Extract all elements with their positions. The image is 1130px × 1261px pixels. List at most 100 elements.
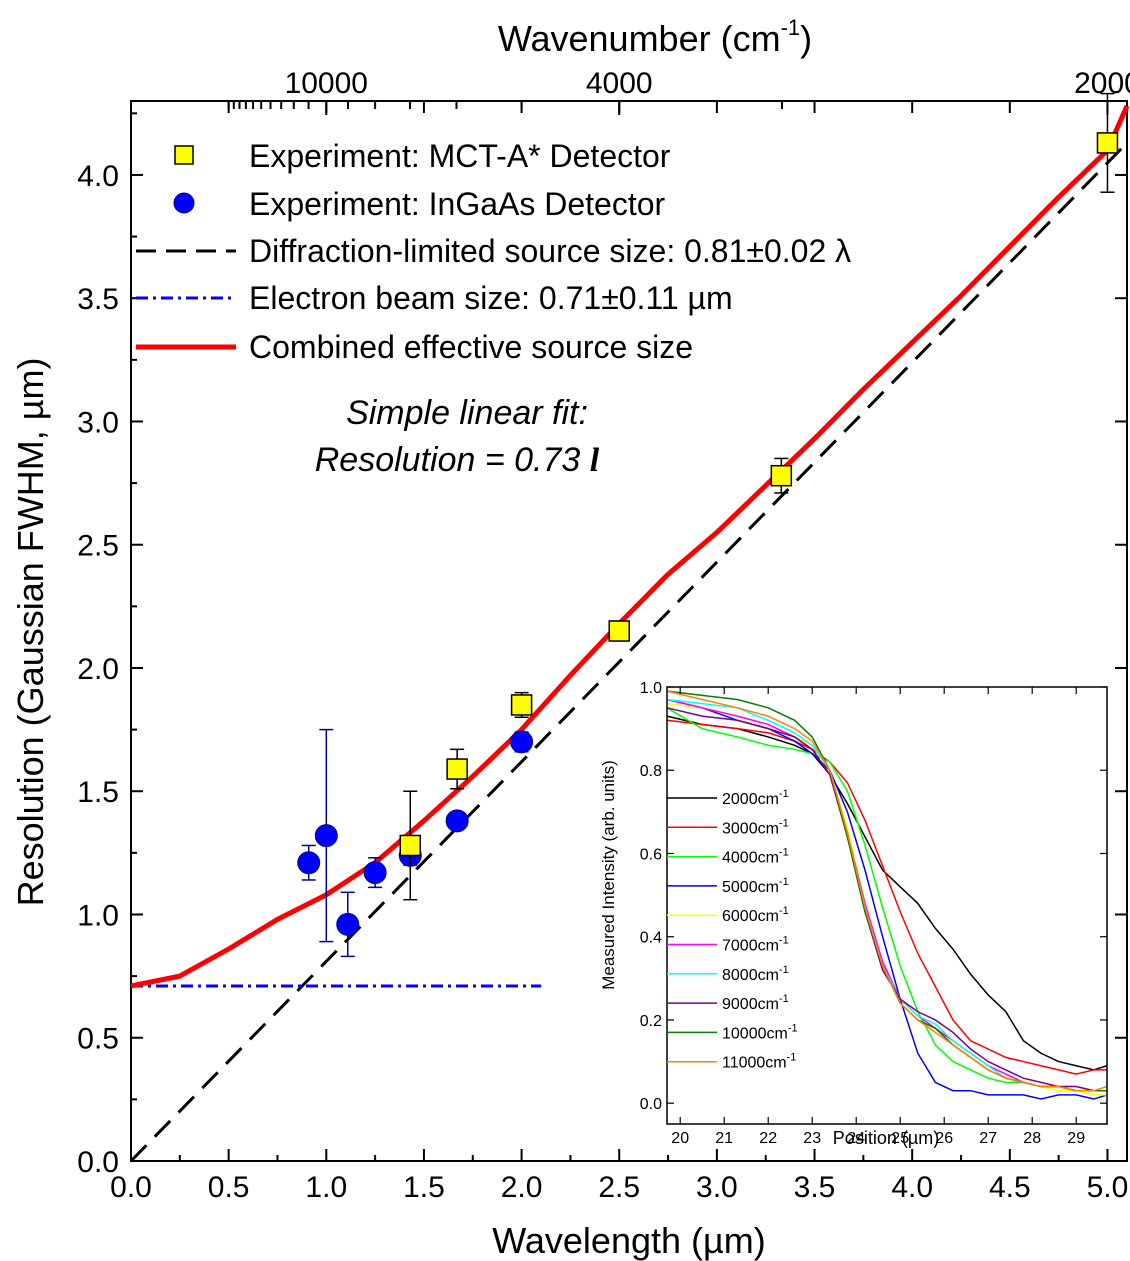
inset-axes-ticks: 20 21 22 23 24 25 26 27 28 29 0.0 0.2 0.4 0.6 0.8 1.0 xyxy=(640,680,1107,1147)
annotation-formula: Resolution = 0.73 xyxy=(315,441,590,479)
inset-x-tick-label: 24 xyxy=(847,1130,865,1147)
x-tick-label: 5.0 xyxy=(1087,1171,1129,1204)
annotation-line-2: Resolution = 0.73 l xyxy=(315,441,600,479)
y-tick-label: 4.0 xyxy=(77,160,119,193)
mct-data-point xyxy=(770,464,793,487)
inset-x-axis-label: Position (µm) xyxy=(833,1128,939,1148)
inset-y-tick-label: 0.4 xyxy=(640,930,662,947)
x-tick-label: 4.5 xyxy=(989,1171,1031,1204)
inset-y-tick-label: 0.6 xyxy=(640,846,662,863)
inset-x-tick-label: 22 xyxy=(759,1130,777,1147)
inset-series-5000 xyxy=(666,698,1108,1100)
top-axis-label: Wavenumber (cm-1) xyxy=(498,15,812,59)
inset-legend-sup: -1 xyxy=(779,964,789,976)
annotation-line-1: Simple linear fit: xyxy=(346,394,588,432)
legend-label-mct: Experiment: MCT-A* Detector xyxy=(249,138,671,174)
inset-legend-sup: -1 xyxy=(779,788,789,800)
inset-frame xyxy=(666,686,1108,1125)
inset-background xyxy=(667,687,1107,1124)
inset-x-tick-label: 26 xyxy=(935,1130,953,1147)
x-tick-label: 3.0 xyxy=(696,1171,738,1204)
inset-legend-sup: -1 xyxy=(779,993,789,1005)
mct-data-point xyxy=(1096,132,1119,154)
x-tick-label: 2.5 xyxy=(598,1171,640,1204)
inset-legend-label-9000: 9000cm-1 xyxy=(722,993,789,1013)
ingaas-data-point xyxy=(336,912,360,936)
legend-label-beam: Electron beam size: 0.71±0.11 µm xyxy=(249,280,733,316)
inset-y-tick-label: 0.0 xyxy=(640,1096,662,1113)
legend-label-combined: Combined effective source size xyxy=(249,329,693,365)
ingaas-data-point xyxy=(297,851,321,875)
x-axis-label: Wavelength (µm) xyxy=(492,1220,765,1261)
inset-x-tick-label: 29 xyxy=(1067,1130,1085,1147)
inset-legend-label-3000: 3000cm-1 xyxy=(722,817,789,837)
inset-x-tick-label: 28 xyxy=(1023,1130,1041,1147)
y-tick-label: 3.5 xyxy=(77,283,119,316)
ingaas-data-point xyxy=(445,809,469,833)
inset-x-tick-label: 20 xyxy=(671,1130,689,1147)
x-tick-label: 4.0 xyxy=(891,1171,933,1204)
top-axis-label-text: Wavenumber (cm xyxy=(498,18,781,59)
inset-series-11000 xyxy=(666,690,1108,1092)
top-tick-label: 10000 xyxy=(285,67,368,100)
main-axes-ticks: 0.0 0.5 1.0 1.5 2.0 2.5 3.0 3.5 4.0 4.5 5.0 0.0 0.5 1… xyxy=(77,101,1128,1204)
inset-x-tick-label: 25 xyxy=(891,1130,909,1147)
inset-legend: 2000cm-1 3000cm-1 4000cm-1 5000cm-1 6000cm-1… xyxy=(667,788,798,1072)
inset-series-2000 xyxy=(666,715,1108,1071)
inset-legend-label-8000: 8000cm-1 xyxy=(722,964,789,984)
annotation-lambda-symbol: l xyxy=(590,442,600,479)
x-tick-label: 3.5 xyxy=(794,1171,836,1204)
y-tick-label: 2.0 xyxy=(77,653,119,686)
inset-y-tick-label: 0.2 xyxy=(640,1013,662,1030)
inset-legend-sup: -1 xyxy=(779,935,789,947)
inset-legend-sup: -1 xyxy=(779,876,789,888)
inset-legend-sup: -1 xyxy=(779,847,789,859)
top-tick-label: 2000 xyxy=(1074,67,1130,100)
x-tick-label: 0.5 xyxy=(208,1171,250,1204)
legend-label-diffraction: Diffraction-limited source size: 0.81±0.… xyxy=(249,233,851,269)
inset-legend-label-2000: 2000cm-1 xyxy=(722,788,789,808)
inset-legend-sup: -1 xyxy=(779,817,789,829)
main-series-layer xyxy=(129,92,1130,1163)
x-tick-label: 2.0 xyxy=(501,1171,543,1204)
mct-data-point xyxy=(608,620,630,642)
ingaas-data-point xyxy=(363,861,387,885)
y-tick-label: 3.0 xyxy=(77,406,119,439)
mct-data-point xyxy=(446,758,468,780)
y-tick-label: 1.5 xyxy=(77,776,119,809)
inset-legend-label-6000: 6000cm-1 xyxy=(722,905,789,925)
mct-data-point xyxy=(510,694,533,716)
top-axis-ticks: 10000 4000 2000 xyxy=(227,67,1130,115)
y-tick-label: 0.5 xyxy=(77,1023,119,1056)
inset-series-3000 xyxy=(666,719,1107,1075)
y-axis-label: Resolution (Gaussian FWHM, µm) xyxy=(10,358,51,907)
inset-legend-label-5000: 5000cm-1 xyxy=(722,876,789,896)
mct-data-point xyxy=(399,834,422,857)
inset-legend-label-11000: 11000cm-1 xyxy=(722,1052,796,1072)
inset-x-tick-label: 23 xyxy=(803,1130,821,1147)
inset-legend-label-7000: 7000cm-1 xyxy=(722,935,789,955)
top-axis-label-close: ) xyxy=(800,18,812,59)
top-tick-label: 4000 xyxy=(586,67,653,100)
inset-legend-label-10000: 10000cm-1 xyxy=(722,1022,798,1042)
ingaas-data-point xyxy=(314,824,338,848)
legend-marker-mct-square xyxy=(174,145,194,165)
inset-legend-sup: -1 xyxy=(788,1022,798,1034)
inset-x-tick-label: 27 xyxy=(979,1130,997,1147)
legend-marker-ingaas-circle xyxy=(173,192,195,214)
inset-series-layer xyxy=(666,690,1108,1100)
main-plot-frame xyxy=(130,100,1128,1162)
inset-y-tick-label: 1.0 xyxy=(640,680,662,697)
x-tick-label: 0.0 xyxy=(110,1171,152,1204)
y-tick-label: 2.5 xyxy=(77,530,119,563)
inset-legend-sup: -1 xyxy=(779,905,789,917)
inset-chart: 20 21 22 23 24 25 26 27 28 29 0.0 0.2 0.4 0.6 0.8 1.0 2… xyxy=(599,680,1108,1148)
inset-y-axis-label: Measured Intensity (arb. units) xyxy=(599,760,618,990)
inset-x-tick-label: 21 xyxy=(715,1130,733,1147)
inset-legend-sup: -1 xyxy=(787,1052,797,1064)
x-tick-label: 1.5 xyxy=(403,1171,445,1204)
main-legend: Experiment: MCT-A* Detector Experiment: … xyxy=(136,138,851,365)
legend-label-ingaas: Experiment: InGaAs Detector xyxy=(249,186,666,222)
inset-series-9000 xyxy=(666,707,1107,1092)
